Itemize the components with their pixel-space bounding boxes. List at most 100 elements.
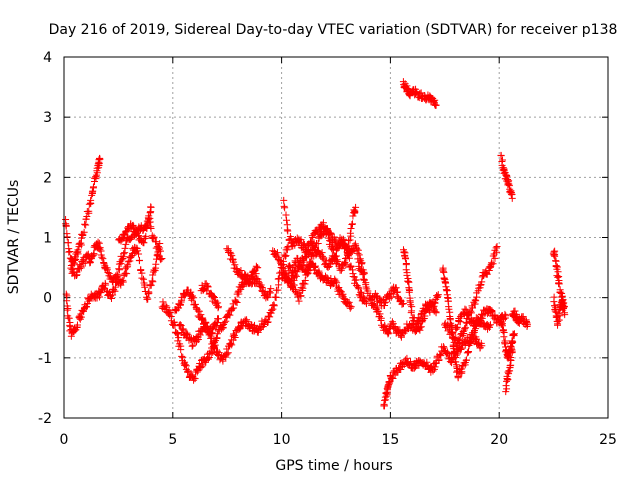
data-point	[283, 216, 291, 224]
data-point	[233, 299, 241, 307]
data-point	[340, 236, 348, 244]
data-point	[331, 236, 339, 244]
data-point	[195, 307, 203, 315]
data-point	[333, 279, 341, 287]
data-point	[493, 243, 501, 251]
data-point	[431, 298, 439, 306]
data-point	[214, 303, 222, 311]
data-point	[309, 234, 317, 242]
data-point	[290, 266, 298, 274]
data-point	[417, 323, 425, 331]
y-axis-label: SDTVAR / TECUs	[6, 180, 22, 295]
data-points	[62, 78, 569, 410]
data-point	[273, 249, 281, 257]
data-point	[270, 302, 278, 310]
data-point	[436, 351, 444, 359]
data-point	[73, 321, 81, 329]
data-point	[501, 339, 509, 347]
data-point	[231, 334, 239, 342]
data-point	[447, 329, 455, 337]
data-point	[183, 329, 191, 337]
data-point	[346, 304, 354, 312]
data-point	[491, 254, 499, 262]
data-point	[492, 244, 500, 252]
data-point	[560, 303, 568, 311]
data-point	[228, 252, 236, 260]
data-point	[502, 312, 510, 320]
y-tick-label: -1	[38, 351, 52, 367]
data-point	[181, 361, 189, 369]
data-point	[312, 262, 320, 270]
data-point	[440, 343, 448, 351]
data-point	[82, 302, 90, 310]
data-point	[267, 285, 275, 293]
data-point	[401, 254, 409, 262]
data-point	[65, 314, 73, 322]
data-point	[441, 279, 449, 287]
data-point	[103, 264, 111, 272]
data-point	[509, 338, 517, 346]
data-point	[254, 264, 262, 272]
data-point	[560, 309, 568, 317]
data-point	[396, 296, 404, 304]
data-point	[119, 278, 127, 286]
data-point	[385, 379, 393, 387]
data-point	[64, 239, 72, 247]
data-point	[228, 305, 236, 313]
data-point	[97, 289, 105, 297]
data-point	[497, 152, 505, 160]
data-point	[147, 203, 155, 211]
data-point	[444, 349, 452, 357]
data-point	[307, 239, 315, 247]
data-point	[200, 320, 208, 328]
data-point	[252, 270, 260, 278]
data-point	[297, 236, 305, 244]
data-point	[121, 244, 129, 252]
data-point	[251, 274, 259, 282]
data-point	[355, 258, 363, 266]
data-point	[127, 253, 135, 261]
data-point	[554, 273, 562, 281]
data-point	[556, 288, 564, 296]
data-point	[142, 232, 150, 240]
data-point	[214, 319, 222, 327]
x-tick-label: 15	[381, 432, 399, 448]
data-point	[102, 281, 110, 289]
data-point	[150, 266, 158, 274]
data-point	[77, 313, 85, 321]
data-point	[139, 275, 147, 283]
data-point	[454, 323, 462, 331]
data-point	[356, 266, 364, 274]
y-tick-label: 1	[43, 231, 52, 247]
data-point	[457, 346, 465, 354]
data-point	[228, 341, 236, 349]
data-point	[381, 321, 389, 329]
data-point	[121, 228, 129, 236]
data-point	[433, 294, 441, 302]
data-point	[429, 303, 437, 311]
data-point	[209, 292, 217, 300]
data-point	[80, 228, 88, 236]
data-point	[99, 255, 107, 263]
data-point	[553, 263, 561, 271]
data-point	[493, 315, 501, 323]
data-point	[231, 261, 239, 269]
data-point	[555, 280, 563, 288]
data-point	[501, 310, 509, 318]
data-point	[550, 298, 558, 306]
data-point	[403, 269, 411, 277]
data-point	[77, 239, 85, 247]
data-point	[554, 318, 562, 326]
data-point	[87, 196, 95, 204]
data-point	[504, 368, 512, 376]
data-point	[498, 322, 506, 330]
data-point	[376, 310, 384, 318]
data-point	[353, 282, 361, 290]
data-point	[181, 361, 189, 369]
data-point	[362, 300, 370, 308]
data-point	[133, 229, 141, 237]
data-point	[226, 248, 234, 256]
data-point	[355, 251, 363, 259]
data-point	[412, 363, 420, 371]
